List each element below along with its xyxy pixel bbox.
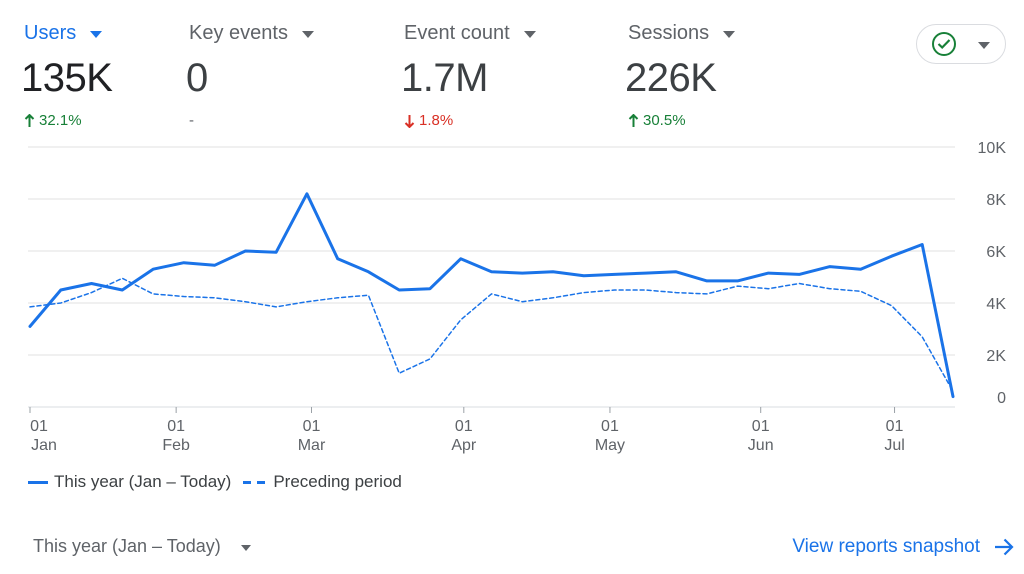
legend-item-preceding: Preceding period: [243, 472, 402, 492]
y-tick-label: 6K: [986, 244, 1006, 261]
view-reports-snapshot-link[interactable]: View reports snapshot: [792, 536, 1014, 558]
metric-tab-sessions[interactable]: Sessions 226K 30.5%: [625, 0, 828, 140]
x-tick-month-label: Jun: [748, 437, 774, 454]
chevron-down-icon: [723, 31, 736, 38]
metric-label[interactable]: Key events: [189, 22, 314, 45]
x-tick-month-label: Mar: [298, 437, 326, 454]
arrow-up-icon: [24, 113, 35, 127]
y-tick-label: 2K: [986, 348, 1006, 365]
chevron-down-icon: [240, 544, 251, 551]
x-tick-day-label: 01: [30, 418, 48, 435]
x-axis-ticks: 01 Jan 01 Feb 01 Mar 01 Apr 01 May 01 Jun 01 Jul: [29, 407, 905, 454]
x-tick-day-label: 01: [167, 418, 185, 435]
y-tick-label: 8K: [986, 192, 1006, 209]
x-tick-day-label: 01: [886, 418, 904, 435]
metric-value: 135K: [21, 56, 113, 100]
chevron-down-icon: [90, 31, 103, 38]
x-tick-day-label: 01: [455, 418, 473, 435]
legend-item-this-year: This year (Jan – Today): [28, 472, 231, 492]
chevron-down-icon: [301, 31, 314, 38]
y-tick-label: 0: [997, 390, 1006, 407]
metric-value: 0: [186, 56, 208, 100]
metric-tab-event-count[interactable]: Event count 1.7M 1.8%: [401, 0, 604, 140]
legend-swatch-dashed: [243, 480, 268, 484]
metric-value: 226K: [625, 56, 717, 100]
metric-label[interactable]: Users: [24, 22, 103, 45]
y-tick-label: 4K: [986, 296, 1006, 313]
x-tick-day-label: 01: [752, 418, 770, 435]
metric-change: 30.5%: [628, 112, 686, 129]
date-range-dropdown[interactable]: This year (Jan – Today): [33, 536, 251, 557]
metric-label[interactable]: Event count: [404, 22, 536, 45]
metric-value: 1.7M: [401, 56, 488, 100]
chart-grid: [28, 146, 955, 408]
chevron-down-icon: [978, 41, 990, 49]
chart-series: [28, 192, 955, 399]
metric-change: 32.1%: [24, 112, 82, 129]
x-tick-day-label: 01: [303, 418, 321, 435]
arrow-up-icon: [628, 113, 639, 127]
series-line-preceding-period: [29, 277, 954, 393]
x-tick-month-label: Jan: [31, 437, 57, 454]
x-tick-month-label: Feb: [162, 437, 190, 454]
x-tick-month-label: Apr: [451, 437, 477, 454]
series-line-this-year: [28, 192, 955, 399]
metric-change: 1.8%: [404, 112, 453, 129]
x-tick-month-label: Jul: [884, 437, 904, 454]
chevron-down-icon: [523, 31, 536, 38]
x-tick-month-label: May: [595, 437, 625, 454]
metric-label[interactable]: Sessions: [628, 22, 736, 45]
arrow-down-icon: [404, 114, 415, 128]
metric-change: -: [189, 112, 194, 129]
x-tick-day-label: 01: [601, 418, 619, 435]
check-circle-icon: [932, 32, 956, 56]
metric-tab-users[interactable]: Users 135K 32.1%: [21, 0, 184, 140]
chart-legend: This year (Jan – Today) Preceding period: [28, 472, 414, 492]
metric-tab-key-events[interactable]: Key events 0 -: [186, 0, 389, 140]
y-axis-ticks: 10K 8K 6K 4K 2K 0: [978, 140, 1007, 407]
y-tick-label: 10K: [978, 140, 1007, 157]
arrow-right-icon: [995, 538, 1014, 556]
legend-swatch-solid: [28, 480, 48, 484]
data-quality-button[interactable]: [916, 24, 1006, 64]
